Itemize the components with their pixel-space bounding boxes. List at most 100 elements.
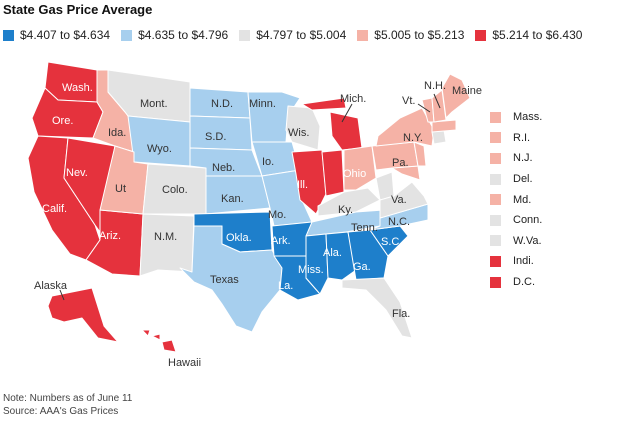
label-maine: Maine — [452, 85, 482, 97]
legend-item-3: $4.797 to $5.004 — [239, 28, 346, 42]
state-indi — [321, 149, 345, 197]
label-okla: Okla. — [226, 232, 252, 244]
small-state-item: R.I. — [490, 128, 542, 149]
label-ky: Ky. — [338, 204, 353, 216]
label-la: La. — [278, 280, 293, 292]
small-state-item: Indi. — [490, 251, 542, 272]
state-mich — [329, 111, 363, 151]
small-state-label: Conn. — [513, 214, 543, 227]
legend-label-2: $4.635 to $4.796 — [138, 28, 229, 42]
state-ill — [291, 149, 327, 215]
small-state-swatch — [490, 152, 501, 164]
leader-nh — [433, 93, 441, 109]
small-state-item: W.Va. — [490, 231, 542, 252]
legend-item-4: $5.005 to $5.213 — [357, 28, 464, 42]
leader-mich — [341, 103, 353, 123]
legend-item-1: $4.407 to $4.634 — [3, 28, 110, 42]
leader-alaska — [59, 289, 65, 301]
legend-swatch-5 — [475, 29, 487, 41]
small-state-item: Md. — [490, 189, 542, 210]
leader-vt — [417, 103, 431, 113]
label-ohio: Ohio — [343, 168, 366, 180]
small-state-label: N.J. — [513, 152, 533, 165]
legend-swatch-4 — [357, 29, 369, 41]
label-colo: Colo. — [162, 184, 188, 196]
legend-label-1: $4.407 to $4.634 — [20, 28, 111, 42]
small-state-item: Mass. — [490, 107, 542, 128]
label-sc: S.C. — [381, 236, 402, 248]
label-wyo: Wyo. — [147, 143, 172, 155]
state-nm — [139, 213, 195, 277]
legend-label-5: $5.214 to $6.430 — [492, 28, 583, 42]
small-state-item: D.C. — [490, 272, 542, 293]
label-wis: Wis. — [288, 127, 309, 139]
small-state-label: Indi. — [513, 255, 534, 268]
legend-label-4: $5.005 to $5.213 — [374, 28, 465, 42]
state-va — [379, 181, 429, 219]
label-ark: Ark. — [271, 235, 291, 247]
state-ala — [325, 231, 357, 281]
small-state-label: Md. — [513, 193, 532, 206]
label-nd: N.D. — [211, 98, 233, 110]
label-vt: Vt. — [402, 95, 415, 107]
label-nm: N.M. — [154, 231, 177, 243]
label-minn: Minn. — [249, 98, 276, 110]
label-pa: Pa. — [392, 157, 409, 169]
small-state-swatch — [490, 194, 501, 206]
label-miss: Miss. — [298, 264, 324, 276]
label-ny: N.Y. — [403, 132, 423, 144]
label-kan: Kan. — [221, 193, 244, 205]
state-mich-up — [301, 97, 347, 111]
small-state-label: Mass. — [513, 111, 543, 124]
label-ala: Ala. — [323, 247, 342, 259]
note-text: Note: Numbers as of June 11 — [3, 393, 133, 404]
legend-item-2: $4.635 to $4.796 — [121, 28, 228, 42]
label-neb: Neb. — [212, 162, 235, 174]
label-ida: Ida. — [108, 127, 126, 139]
label-ore: Ore. — [52, 115, 73, 127]
state-hawaii-3 — [161, 339, 177, 353]
label-alaska: Alaska — [34, 280, 68, 292]
small-state-swatch — [490, 173, 501, 185]
label-fla: Fla. — [392, 308, 410, 320]
label-nev: Nev. — [66, 167, 88, 179]
small-state-label: Del. — [513, 173, 533, 186]
small-states-list: Mass. R.I. N.J. Del. Md. Conn. W.Va. Ind… — [490, 107, 542, 292]
label-hawaii: Hawaii — [168, 357, 201, 369]
state-ohio — [343, 145, 377, 191]
state-wyo — [127, 115, 191, 167]
label-ut: Ut — [115, 183, 126, 195]
chart-title: State Gas Price Average — [3, 2, 153, 17]
small-state-label: R.I. — [513, 131, 531, 144]
small-state-item: N.J. — [490, 148, 542, 169]
source-text: Source: AAA's Gas Prices — [3, 406, 119, 417]
small-state-swatch — [490, 235, 501, 247]
small-state-swatch — [490, 276, 501, 288]
small-state-swatch — [490, 111, 501, 123]
small-state-swatch — [490, 255, 501, 267]
label-tenn: Tenn. — [351, 222, 378, 234]
state-alaska — [47, 287, 119, 343]
state-nj — [413, 141, 427, 167]
label-mich: Mich. — [340, 93, 366, 105]
small-state-item: Del. — [490, 169, 542, 190]
label-calif: Calif. — [42, 203, 67, 215]
legend-swatch-1 — [3, 29, 14, 41]
label-ill: Ill. — [297, 179, 308, 191]
state-maine — [441, 73, 471, 119]
label-mont: Mont. — [140, 98, 168, 110]
label-ariz: Ariz. — [99, 230, 121, 242]
state-miss — [305, 233, 329, 295]
legend: $4.407 to $4.634 $4.635 to $4.796 $4.797… — [3, 28, 593, 42]
label-nc: N.C. — [388, 216, 410, 228]
legend-item-5: $5.214 to $6.430 — [475, 28, 582, 42]
small-state-item: Conn. — [490, 210, 542, 231]
legend-swatch-2 — [121, 29, 133, 41]
label-texas: Texas — [210, 274, 239, 286]
label-nh: N.H. — [424, 80, 446, 92]
legend-label-3: $4.797 to $5.004 — [256, 28, 347, 42]
label-mo: Mo. — [268, 209, 286, 221]
state-fla — [341, 277, 413, 339]
small-state-label: D.C. — [513, 276, 535, 289]
